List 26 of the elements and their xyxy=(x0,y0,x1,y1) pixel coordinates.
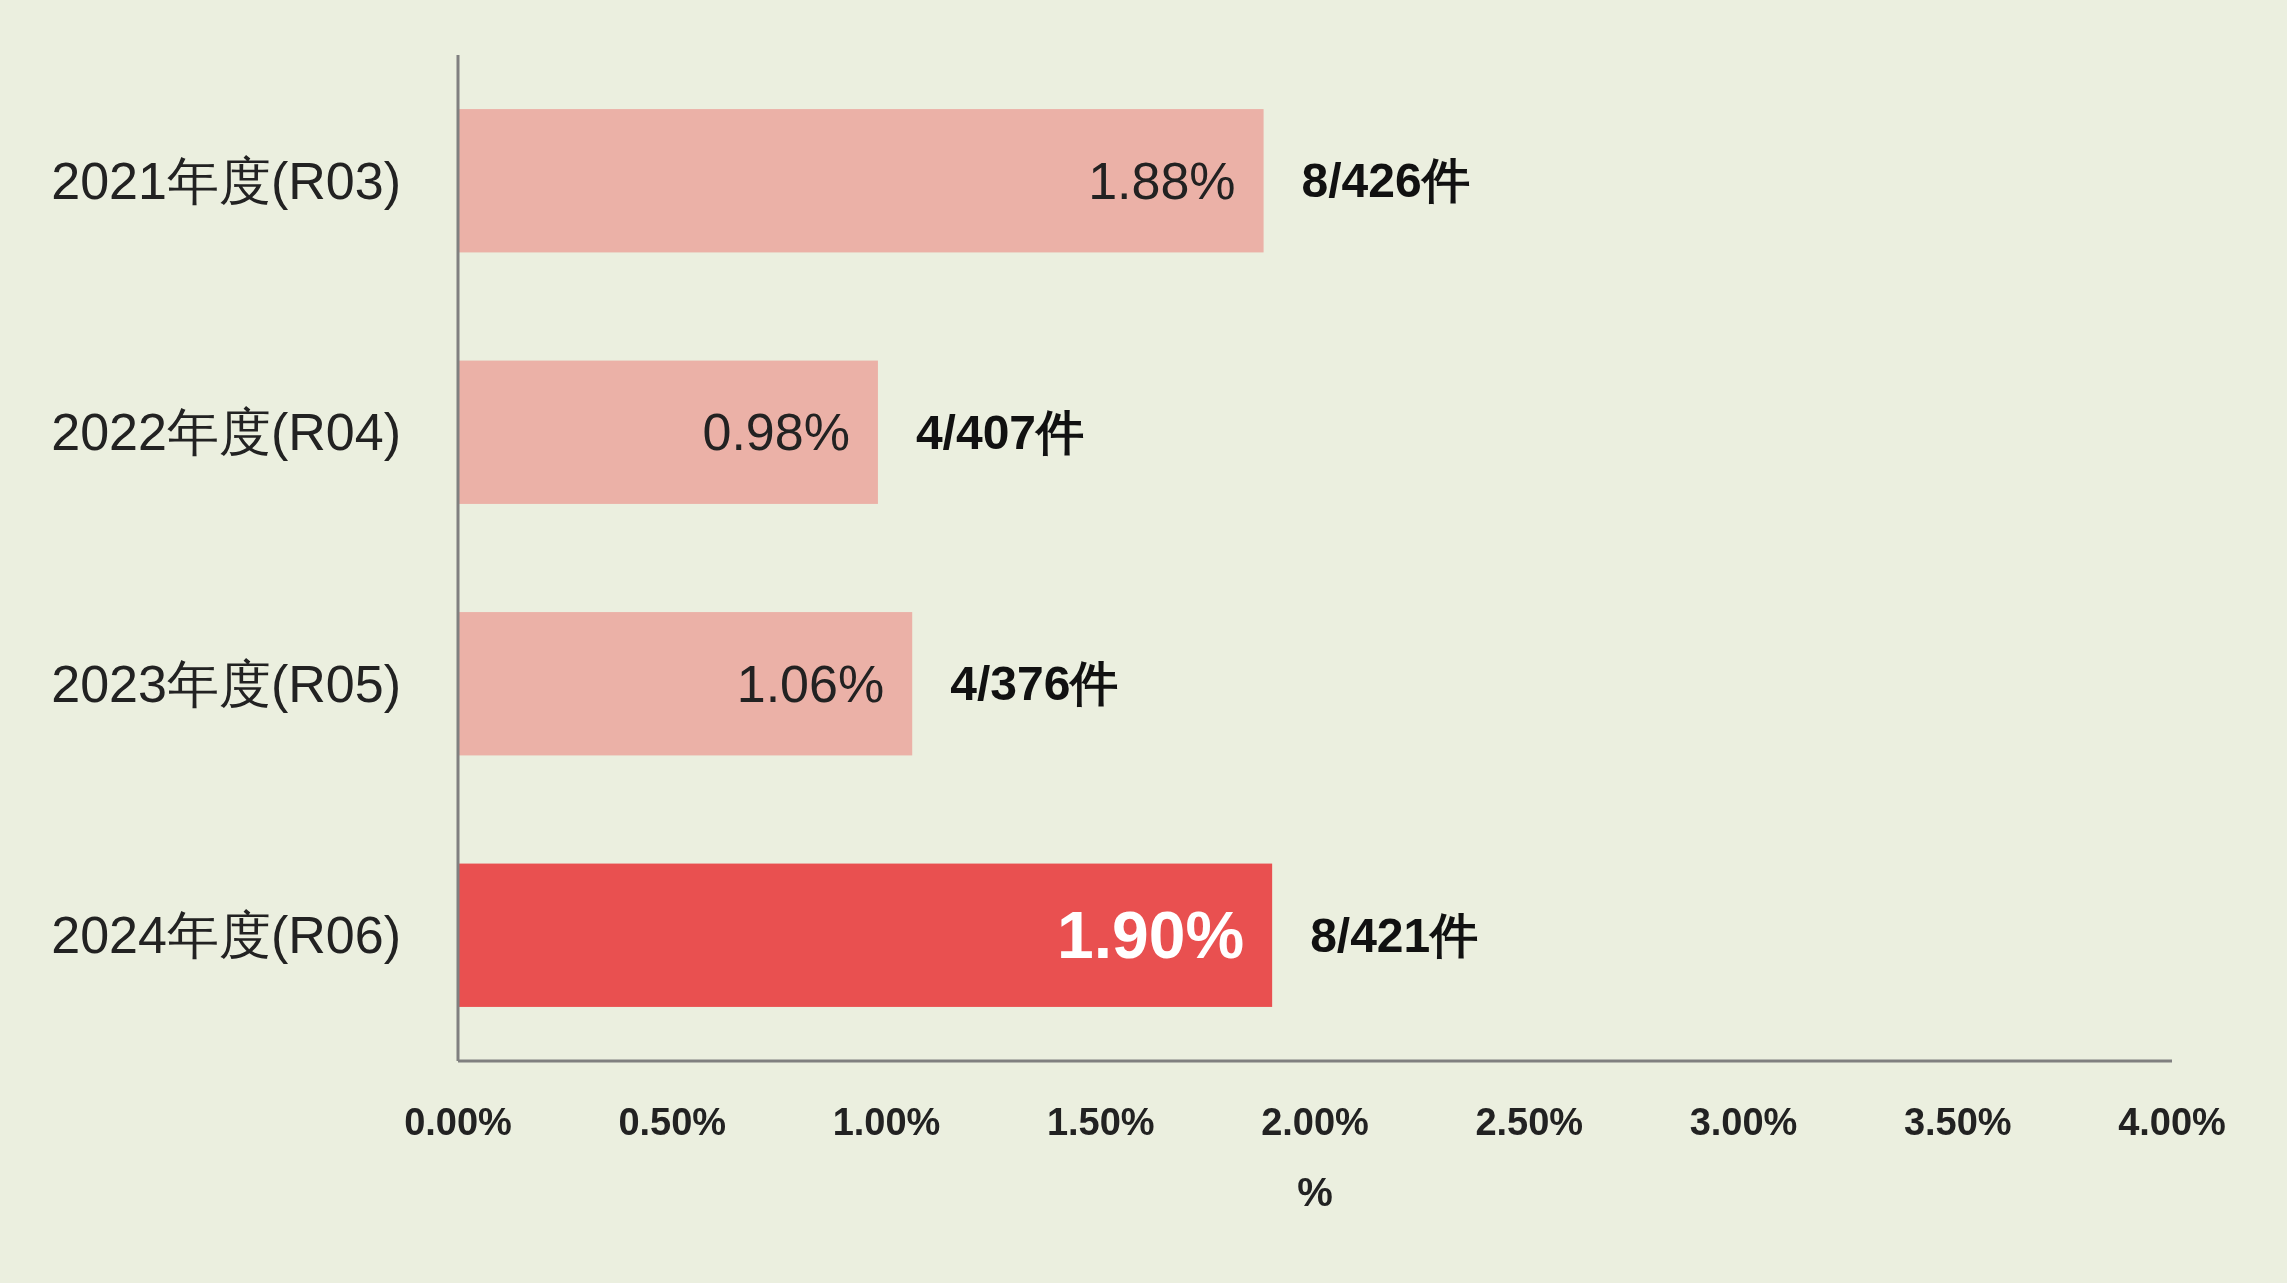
y-tick-label: 2023年度(R05) xyxy=(51,654,401,713)
annotation: 4/376件 xyxy=(950,657,1119,711)
bar xyxy=(458,612,913,756)
x-tick-label: 1.50% xyxy=(1046,1101,1155,1143)
bar xyxy=(458,109,1264,253)
x-axis-title: % xyxy=(1297,1170,1333,1214)
data-label: 1.06% xyxy=(736,654,885,713)
annotation: 8/421件 xyxy=(1310,908,1479,962)
data-label: 1.88% xyxy=(1088,151,1236,210)
x-tick-label: 3.50% xyxy=(1903,1101,2012,1143)
x-tick-label: 2.50% xyxy=(1475,1101,1584,1143)
x-tick-label: 0.50% xyxy=(618,1101,727,1143)
data-label: 0.98% xyxy=(702,403,850,462)
annotation: 4/407件 xyxy=(915,405,1085,459)
bar xyxy=(458,360,878,504)
data-label: 1.90% xyxy=(1057,898,1245,973)
bar xyxy=(458,863,1273,1007)
x-tick-label: 3.00% xyxy=(1689,1101,1798,1143)
y-tick-label: 2022年度(R04) xyxy=(51,403,401,462)
x-tick-label: 0.00% xyxy=(404,1101,512,1143)
x-tick-label: 1.00% xyxy=(832,1101,941,1143)
y-tick-label: 2024年度(R06) xyxy=(51,906,401,965)
y-tick-label: 2021年度(R03) xyxy=(51,151,401,210)
x-tick-label: 2.00% xyxy=(1261,1101,1369,1143)
x-tick-label: 4.00% xyxy=(2118,1101,2226,1143)
annotation: 8/426件 xyxy=(1301,154,1470,208)
